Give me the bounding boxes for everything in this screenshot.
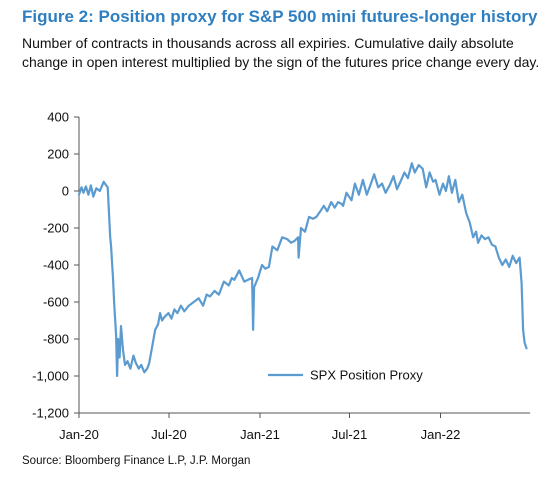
y-tick-label: -800 (43, 332, 69, 347)
x-tick-label: Jan-22 (421, 427, 461, 442)
x-tick-label: Jul-20 (151, 427, 186, 442)
x-tick-label: Jul-21 (332, 427, 367, 442)
chart-title: Figure 2: Position proxy for S&P 500 min… (22, 7, 538, 26)
y-tick-label: -1,000 (32, 369, 69, 384)
y-tick-label: -400 (43, 258, 69, 273)
y-tick-label: -1,200 (32, 406, 69, 421)
y-tick-label: -600 (43, 295, 69, 310)
series-group (77, 162, 528, 378)
y-tick-label: 200 (47, 147, 69, 162)
chart-subtitle: Number of contracts in thousands across … (22, 35, 540, 70)
y-tick-label: 0 (62, 184, 69, 199)
y-tick-label: 400 (47, 110, 69, 125)
legend: SPX Position Proxy (268, 368, 423, 383)
y-axis: -1,200 -1,000 -800 -600 -400 -200 0 200 400 (32, 110, 80, 421)
x-tick-label: Jan-21 (240, 427, 280, 442)
legend-label: SPX Position Proxy (310, 368, 423, 383)
x-tick-label: Jan-20 (59, 427, 99, 442)
y-tick-label: -200 (43, 221, 69, 236)
x-axis: Jan-20 Jul-20 Jan-21 Jul-21 Jan-22 (59, 412, 530, 442)
source-note: Source: Bloomberg Finance L.P, J.P. Morg… (22, 455, 251, 467)
series-line (77, 162, 528, 378)
